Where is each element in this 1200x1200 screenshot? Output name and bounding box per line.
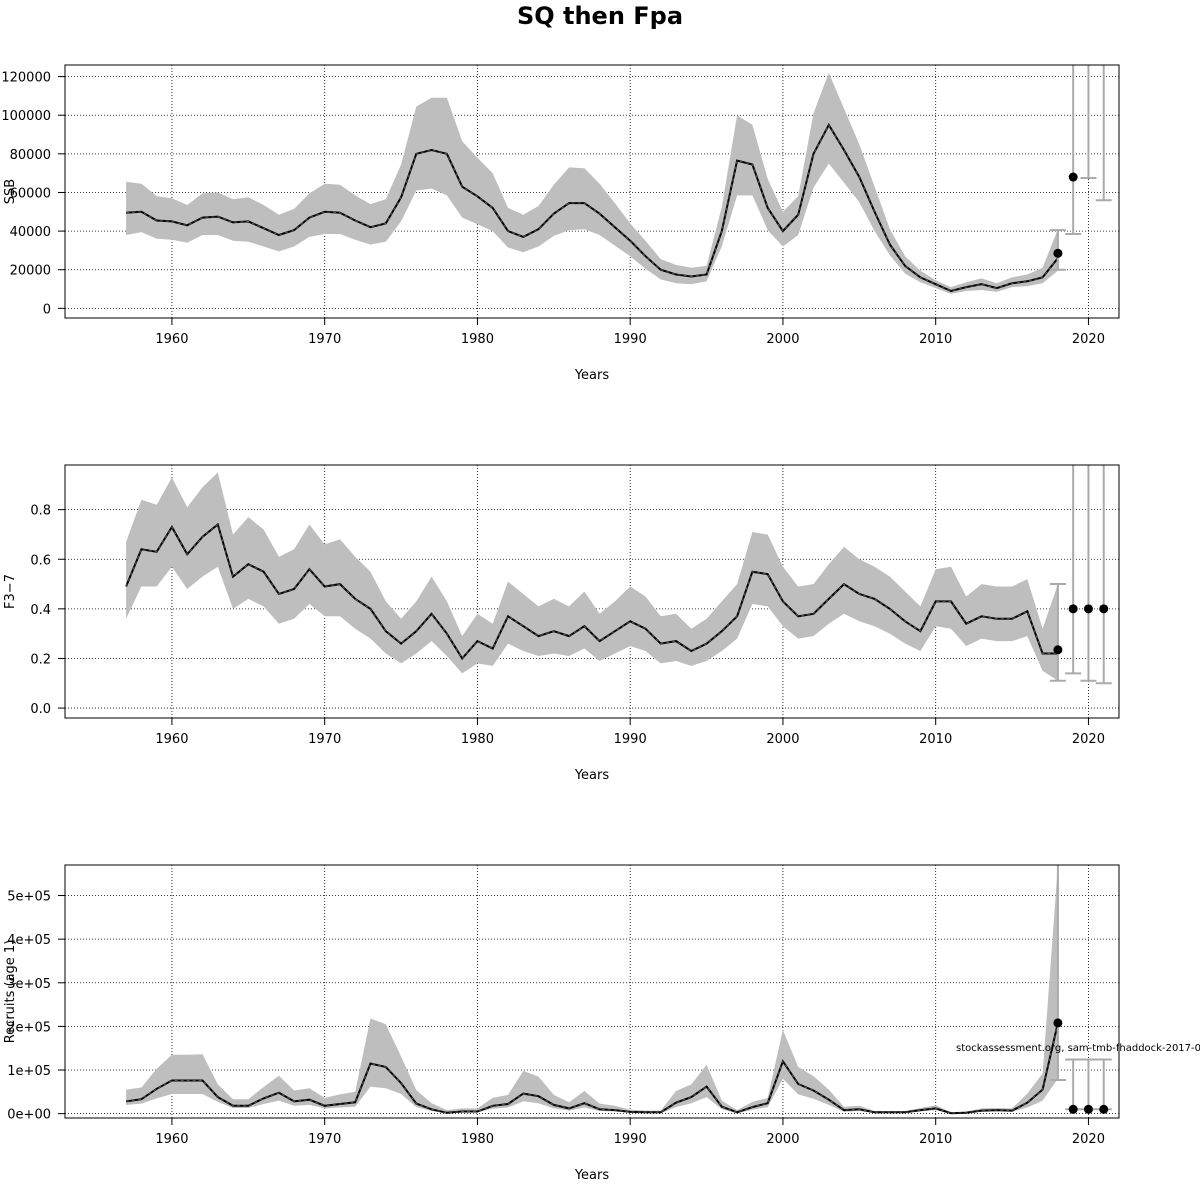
- y-tick-label: 0: [43, 302, 51, 317]
- y-tick-label: 2e+05: [7, 1020, 51, 1035]
- y-tick-label: 40000: [10, 225, 51, 240]
- x-axis-label: Years: [574, 1168, 610, 1183]
- recruits-confidence-band: [126, 865, 1058, 1114]
- x-tick-label: 1970: [308, 732, 341, 747]
- x-tick-label: 1960: [155, 1132, 188, 1147]
- recruits-panel: 1960 1970 1980 1990 2000 2010 2020 0e+00 1e+05 2e…: [3, 864, 1120, 1183]
- fbar-panel: 1960 1970 1980 1990 2000 2010 2020 0.0 0.2 0.4 0.6…: [3, 464, 1120, 783]
- x-tick-label: 2020: [1072, 332, 1105, 347]
- x-tick-label: 1980: [461, 732, 494, 747]
- y-tick-label: 80000: [10, 148, 51, 163]
- x-tick-label: 2010: [919, 1132, 952, 1147]
- x-tick-label: 1960: [155, 332, 188, 347]
- forecast-point: [1053, 645, 1063, 655]
- fbar-estimate-line: [125, 522, 1058, 661]
- x-axis-label: Years: [574, 368, 610, 383]
- plot-frame: [64, 864, 1120, 1119]
- x-tick-label: 1980: [461, 332, 494, 347]
- plot-frame: [64, 464, 1120, 719]
- y-tick-label: 4e+05: [7, 933, 51, 948]
- y-axis-label: SSB: [3, 179, 18, 204]
- y-tick-label: 100000: [1, 109, 51, 124]
- y-tick-label: 120000: [1, 71, 51, 86]
- y-tick-label: 5e+05: [7, 890, 51, 905]
- figure-title: SQ then Fpa: [516, 2, 684, 30]
- y-axis-label: Recruits (age 1): [3, 940, 18, 1044]
- y-tick-label: 0.8: [30, 504, 51, 519]
- y-tick-label: 60000: [10, 186, 51, 201]
- x-tick-label: 1990: [614, 732, 647, 747]
- x-tick-label: 2020: [1072, 732, 1105, 747]
- forecast-point: [1068, 172, 1078, 182]
- x-tick-label: 1990: [614, 1132, 647, 1147]
- x-tick-label: 1970: [308, 1132, 341, 1147]
- fbar-confidence-band: [126, 472, 1058, 681]
- y-tick-label: 20000: [10, 264, 51, 279]
- x-tick-label: 1980: [461, 1132, 494, 1147]
- x-tick-label: 2000: [766, 1132, 799, 1147]
- x-tick-label: 2000: [766, 732, 799, 747]
- forecast-point: [1083, 1104, 1093, 1114]
- x-tick-label: 2000: [766, 332, 799, 347]
- forecast-point: [1099, 1104, 1109, 1114]
- ssb-estimate-dash: [126, 123, 1059, 292]
- x-tick-label: 2010: [919, 732, 952, 747]
- x-tick-label: 1990: [614, 332, 647, 347]
- y-tick-label: 0.4: [30, 603, 51, 618]
- forecast-point: [1083, 604, 1093, 614]
- x-tick-label: 1960: [155, 732, 188, 747]
- forecast-point: [1068, 604, 1078, 614]
- forecast-point: [1099, 604, 1109, 614]
- recruits-estimate-dash: [126, 1022, 1059, 1114]
- forecast-point: [1053, 248, 1063, 258]
- plot-frame: [64, 64, 1120, 319]
- x-tick-label: 2020: [1072, 1132, 1105, 1147]
- y-tick-label: 3e+05: [7, 977, 51, 992]
- y-tick-label: 1e+05: [7, 1064, 51, 1079]
- y-axis-label: F3−7: [3, 574, 18, 609]
- ssb-panel: 1960 1970 1980 1990 2000 2010 2020 0 20000 40000 6…: [1, 64, 1120, 383]
- ssb-confidence-band: [126, 72, 1058, 294]
- forecast-point: [1053, 1018, 1063, 1028]
- x-axis-label: Years: [574, 768, 610, 783]
- x-tick-label: 2010: [919, 332, 952, 347]
- y-tick-label: 0.6: [30, 553, 51, 568]
- y-tick-label: 0.0: [30, 702, 51, 717]
- x-tick-label: 1970: [308, 332, 341, 347]
- credit-text: stockassessment.org, sam-tmb-fhaddock-20…: [956, 1043, 1200, 1054]
- y-tick-label: 0e+00: [7, 1108, 51, 1123]
- y-tick-label: 0.2: [30, 652, 51, 667]
- forecast-point: [1068, 1104, 1078, 1114]
